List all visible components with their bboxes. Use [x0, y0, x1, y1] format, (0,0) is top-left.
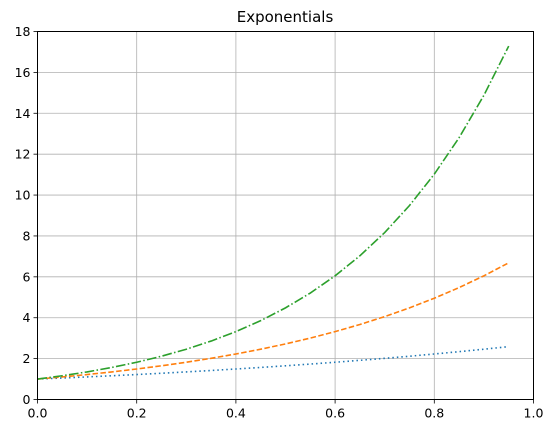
series-lines — [37, 45, 510, 380]
plot-area-frame — [37, 31, 534, 400]
x-tick-label: 1.0 — [524, 406, 544, 421]
x-axis-ticks: 0.0 0.2 0.4 0.6 0.8 1.0 — [28, 399, 544, 421]
series-line-1 — [37, 345, 509, 380]
y-tick-label: 10 — [15, 188, 31, 203]
x-tick-label: 0.6 — [325, 406, 345, 421]
chart-title: Exponentials — [237, 8, 334, 26]
y-tick-label: 18 — [15, 24, 31, 39]
x-tick-label: 0.2 — [127, 406, 147, 421]
series-line-2 — [37, 262, 510, 380]
y-tick-label: 4 — [23, 310, 31, 325]
grid-lines — [37, 31, 534, 400]
y-tick-label: 2 — [23, 351, 31, 366]
x-tick-label: 0.8 — [424, 406, 444, 421]
y-tick-label: 8 — [23, 228, 31, 243]
x-tick-label: 0.0 — [28, 406, 48, 421]
series-line-3 — [37, 45, 510, 380]
y-tick-label: 6 — [23, 269, 31, 284]
x-tick-label: 0.4 — [226, 406, 246, 421]
y-tick-label: 12 — [15, 147, 31, 162]
y-tick-label: 14 — [15, 106, 31, 121]
y-axis-ticks: 0 2 4 6 8 10 12 14 16 18 — [15, 24, 38, 407]
y-tick-label: 0 — [23, 392, 31, 407]
y-tick-label: 16 — [15, 65, 31, 80]
